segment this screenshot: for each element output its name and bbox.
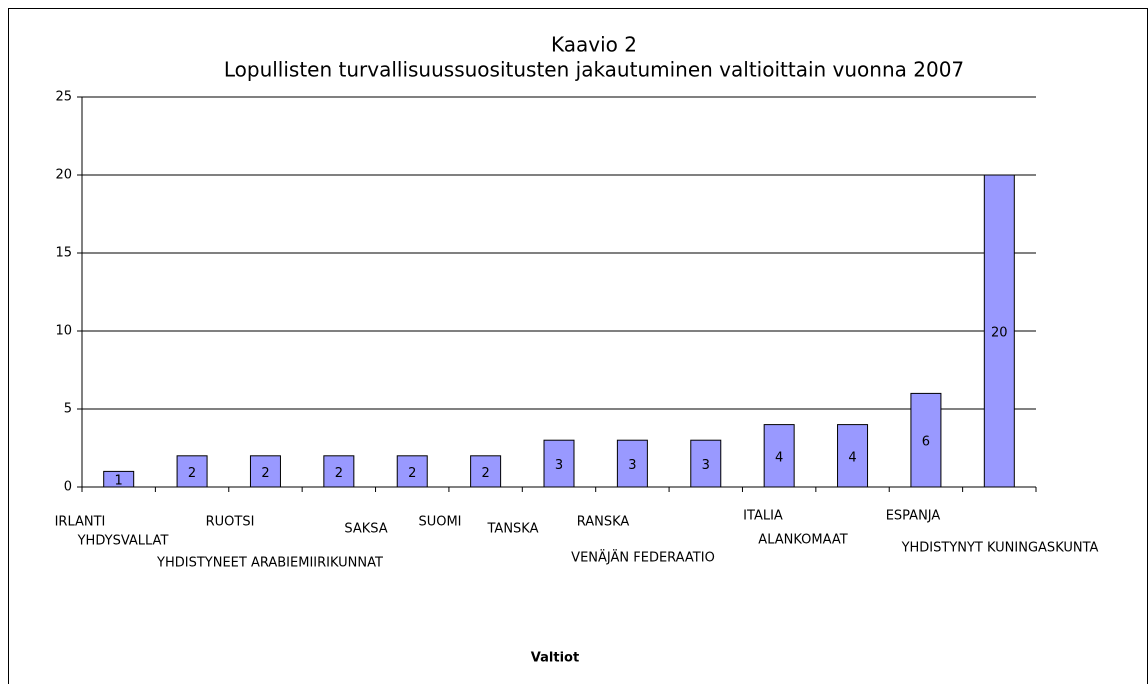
- x-tick-label: RANSKA: [577, 515, 630, 530]
- bar: [616, 439, 648, 488]
- bar: [323, 455, 355, 488]
- bar: [103, 470, 135, 488]
- x-tick-label: IRLANTI: [55, 515, 106, 530]
- y-tick-label: 20: [55, 168, 72, 183]
- data-label: 6: [922, 435, 930, 450]
- data-label: 2: [261, 466, 269, 481]
- bar: [910, 392, 942, 488]
- bar: [543, 439, 575, 488]
- x-tick-label: YHDISTYNYT KUNINGASKUNTA: [901, 541, 1099, 556]
- y-tick-label: 15: [55, 246, 72, 261]
- data-label: 3: [628, 458, 636, 473]
- x-tick-label: RUOTSI: [206, 515, 255, 530]
- x-tick-label: SAKSA: [344, 522, 387, 537]
- data-label: 1: [115, 474, 123, 489]
- chart-title: Kaavio 2: [551, 33, 637, 57]
- x-tick-label: ALANKOMAAT: [758, 533, 847, 548]
- x-tick-label: ITALIA: [743, 509, 783, 524]
- bar: [983, 174, 1015, 488]
- y-tick-label: 25: [55, 90, 72, 105]
- x-tick-label: ESPANJA: [886, 509, 941, 524]
- bar: [396, 455, 428, 488]
- data-label: 4: [848, 450, 856, 465]
- bar: [249, 455, 281, 488]
- data-label: 2: [335, 466, 343, 481]
- x-tick-label: TANSKA: [487, 522, 539, 537]
- x-tick-label: YHDYSVALLAT: [77, 534, 169, 549]
- x-tick-label: YHDISTYNEET ARABIEMIIRIKUNNAT: [156, 556, 383, 571]
- bar: [470, 455, 502, 488]
- bar: [690, 439, 722, 488]
- chart-subtitle: Lopullisten turvallisuussuositusten jaka…: [224, 58, 964, 82]
- data-label: 2: [188, 466, 196, 481]
- data-label: 3: [702, 458, 710, 473]
- y-tick-label: 10: [55, 324, 72, 339]
- data-label: 2: [481, 466, 489, 481]
- data-label: 4: [775, 450, 783, 465]
- data-label: 3: [555, 458, 563, 473]
- x-tick-label: VENÄJÄN FEDERAATIO: [571, 550, 715, 566]
- bar: [763, 424, 795, 488]
- x-axis-label: Valtiot: [531, 651, 579, 666]
- data-label: 20: [991, 326, 1008, 341]
- bar: [176, 455, 208, 488]
- y-tick-label: 0: [64, 480, 72, 495]
- chart-border: [8, 8, 1148, 684]
- data-label: 2: [408, 466, 416, 481]
- y-tick-label: 5: [64, 402, 72, 417]
- x-tick-label: SUOMI: [418, 515, 461, 530]
- bar: [837, 424, 869, 488]
